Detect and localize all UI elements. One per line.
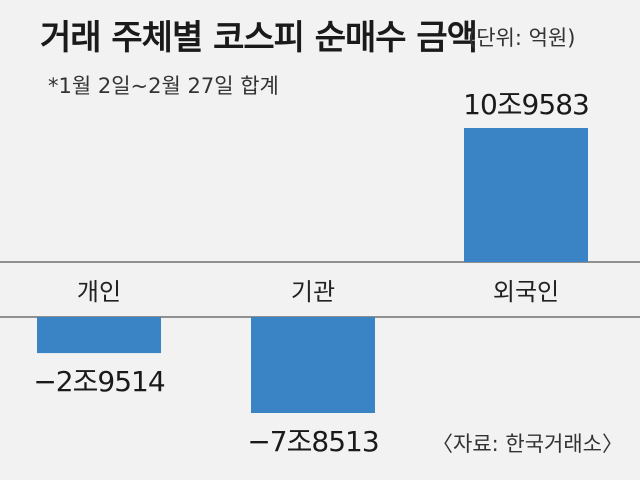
value-label-3: 10조9583	[463, 88, 589, 121]
unit-label: (단위: 억원)	[468, 26, 576, 50]
labels-layer: −2조9514 개인 −7조8513 기관 10조9583 외국인	[33, 88, 589, 458]
value-label-2: −7조8513	[247, 425, 378, 458]
bar-3	[464, 128, 588, 262]
chart-header: 거래 주체별 코스피 순매수 금액 (단위: 억원) *1월 2일~2월 27일…	[0, 0, 640, 110]
period-note: *1월 2일~2월 27일 합계	[48, 74, 279, 98]
category-label-2: 기관	[291, 278, 335, 306]
bar-1	[37, 317, 161, 354]
bars-layer	[0, 128, 640, 414]
bar-2	[251, 317, 375, 414]
category-label-1: 개인	[77, 278, 121, 306]
category-label-3: 외국인	[493, 278, 559, 306]
chart-title: 거래 주체별 코스피 순매수 금액	[40, 18, 478, 58]
value-label-1: −2조9514	[33, 365, 164, 398]
source-note: 〈자료: 한국거래소〉	[432, 432, 623, 456]
